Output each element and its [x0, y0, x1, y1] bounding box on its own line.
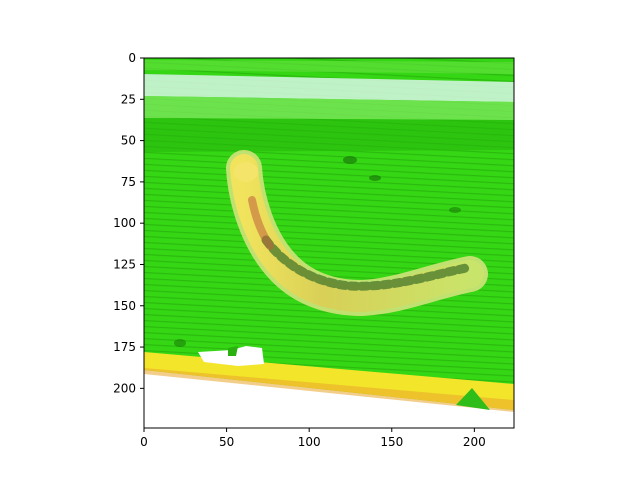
y-tick-label: 50: [121, 134, 136, 148]
y-tick-label: 175: [113, 340, 136, 354]
x-tick-label: 0: [140, 435, 148, 449]
y-tick-label: 75: [121, 175, 136, 189]
plot-image: [144, 58, 514, 428]
x-tick-label: 150: [380, 435, 403, 449]
x-tick-label: 200: [463, 435, 486, 449]
y-tick-label: 150: [113, 299, 136, 313]
leaf-highlight-band: [144, 74, 514, 102]
x-tick-label: 100: [298, 435, 321, 449]
y-tick-label: 125: [113, 257, 136, 271]
axes-frame: [143, 57, 515, 429]
x-tick-label: 50: [219, 435, 234, 449]
y-tick-label: 0: [128, 51, 136, 65]
caterpillar: [226, 150, 488, 317]
y-tick-label: 200: [113, 381, 136, 395]
y-tick-label: 100: [113, 216, 136, 230]
y-tick-label: 25: [121, 92, 136, 106]
y-axis: 0 25 50 75 100 125 150 175 200: [113, 51, 144, 395]
x-axis: 0 50 100 150 200: [140, 428, 486, 449]
